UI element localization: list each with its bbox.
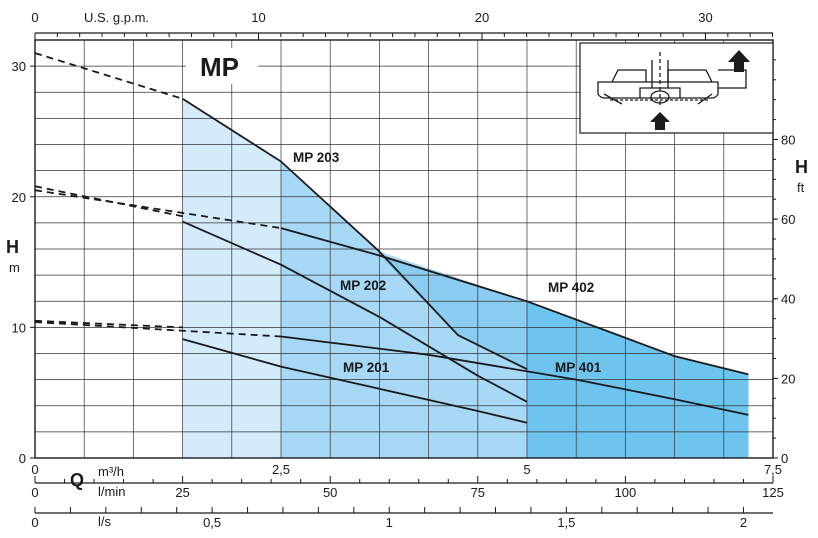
curve-mp401-extrapolated <box>34 321 282 338</box>
lmin-tick-label: 50 <box>323 485 337 500</box>
lmin-tick-label: 100 <box>615 485 637 500</box>
y2-tick-label: 20 <box>781 371 795 386</box>
top-tick-label: 0 <box>31 10 38 25</box>
top-tick-label: 10 <box>251 10 265 25</box>
pump-cross-section-icon <box>597 52 747 108</box>
x-tick-label: 5 <box>523 462 530 477</box>
x-tick-label: 2,5 <box>272 462 290 477</box>
y2-tick-label: 60 <box>781 212 795 227</box>
left-axis-symbol: H <box>6 237 19 257</box>
flow-symbol: Q <box>70 470 84 490</box>
y2-tick-label: 40 <box>781 292 795 307</box>
curve-mp402 <box>280 227 749 376</box>
lmin-tick-label: 25 <box>175 485 189 500</box>
curve-mp201 <box>182 338 528 424</box>
top-tick-label: 30 <box>698 10 712 25</box>
ls-tick-label: 2 <box>740 515 747 530</box>
up-arrow-icon <box>728 50 750 72</box>
ls-tick-label: 1 <box>386 515 393 530</box>
curve-mp201-extrapolated <box>34 319 183 329</box>
curve-mp401 <box>280 335 749 416</box>
series-label-mp402: MP 402 <box>548 280 594 295</box>
top-axis-label: U.S. g.p.m. <box>84 10 149 25</box>
series-label-mp201: MP 201 <box>343 360 390 375</box>
lmin-tick-label: 0 <box>31 485 38 500</box>
curve-mp203 <box>182 98 528 371</box>
right-axis-unit: ft <box>797 180 805 195</box>
lmin-tick-label: 75 <box>471 485 485 500</box>
ls-tick-label: 0,5 <box>203 515 221 530</box>
curve-mp402-extrapolated <box>34 189 282 229</box>
pump-diagram-inset <box>579 42 774 134</box>
y2-tick-label: 80 <box>781 132 795 147</box>
top-tick-label: 20 <box>475 10 489 25</box>
left-axis-unit: m <box>9 260 20 275</box>
lmin-unit: l/min <box>98 484 125 499</box>
title-background <box>186 48 258 84</box>
chart-axes <box>30 32 778 514</box>
x-tick-label: 0 <box>31 462 38 477</box>
series-label-mp401: MP 401 <box>555 360 602 375</box>
series-label-mp203: MP 203 <box>293 150 340 165</box>
operating-regions <box>182 98 749 459</box>
ls-tick-label: 1,5 <box>557 515 575 530</box>
chart-grid <box>34 39 774 459</box>
y2-tick-label: 0 <box>781 451 788 466</box>
lmin-tick-label: 125 <box>762 485 784 500</box>
right-axis-symbol: H <box>795 157 808 177</box>
x-tick-label: 7,5 <box>764 462 782 477</box>
y-tick-label: 30 <box>12 59 26 74</box>
chart-title: MP <box>200 52 239 82</box>
performance-curves <box>34 52 749 424</box>
ls-tick-label: 0 <box>31 515 38 530</box>
series-label-mp202: MP 202 <box>340 278 386 293</box>
y-tick-label: 0 <box>19 451 26 466</box>
ls-unit: l/s <box>98 514 112 529</box>
y-tick-label: 20 <box>12 190 26 205</box>
curve-mp203-extrapolated <box>34 52 183 100</box>
y-tick-label: 10 <box>12 320 26 335</box>
up-arrow-icon <box>650 112 670 130</box>
m3h-unit: m³/h <box>98 464 124 479</box>
curve-mp202 <box>182 220 528 403</box>
plot-frame <box>34 39 774 459</box>
